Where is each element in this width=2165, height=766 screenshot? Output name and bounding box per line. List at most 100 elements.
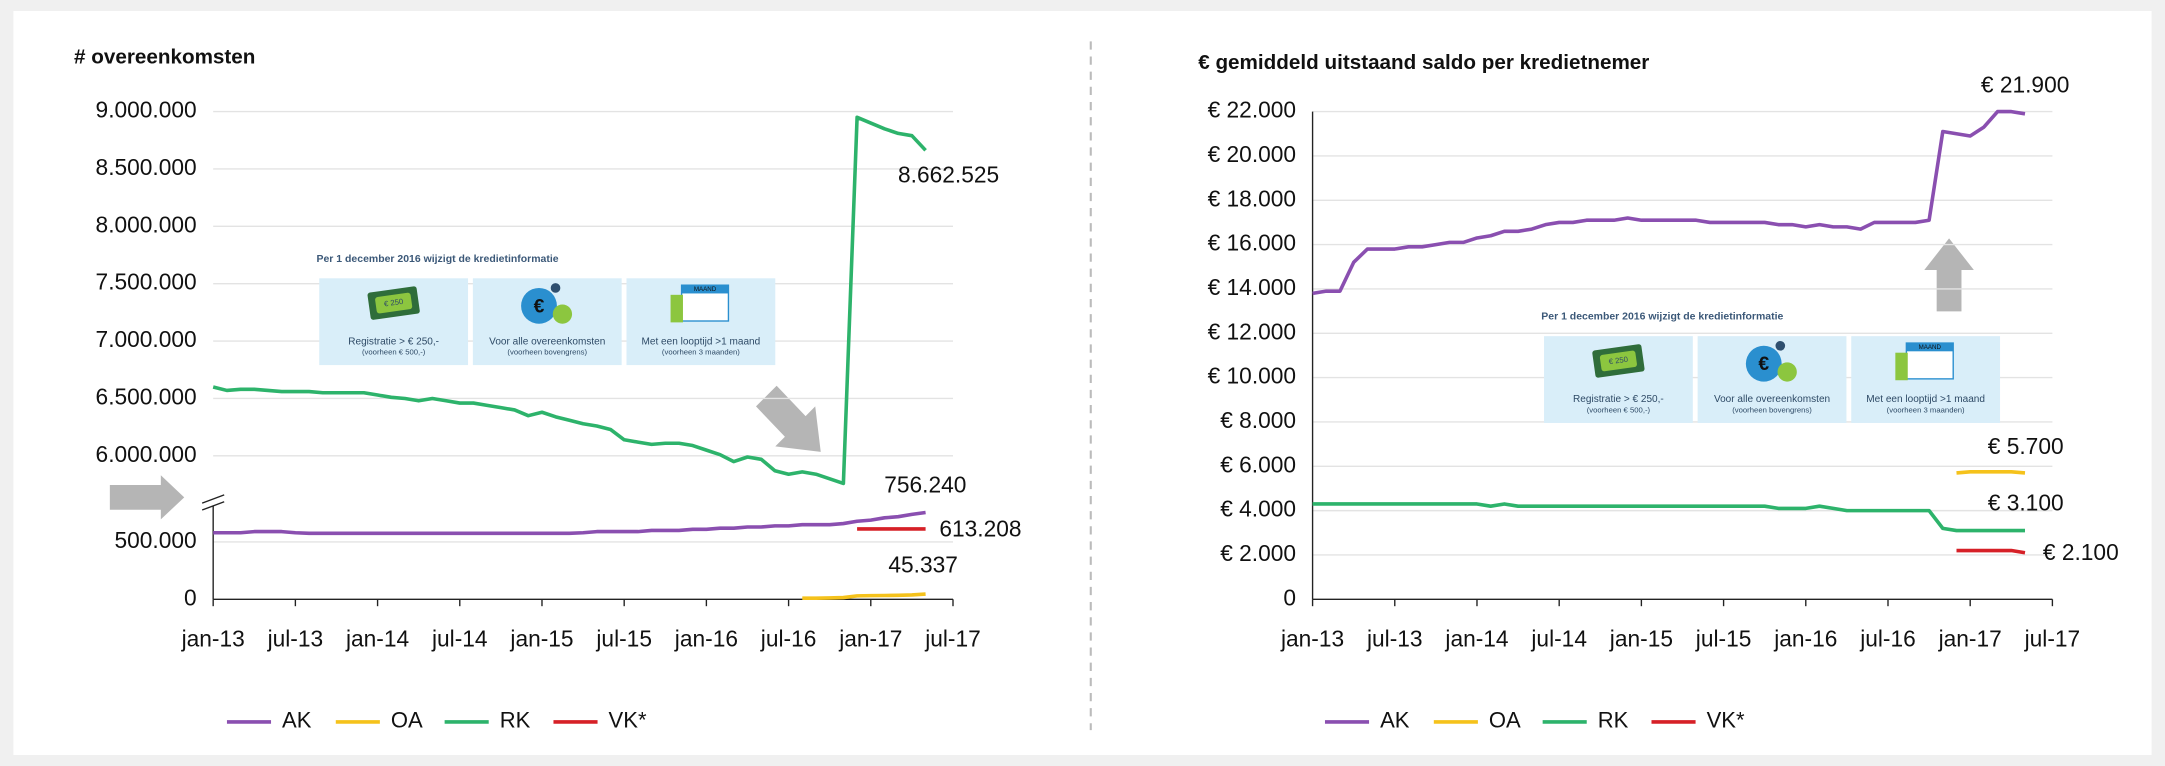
value-label: € 2.100 xyxy=(2043,539,2119,565)
legend-label: OA xyxy=(391,708,423,733)
series-line xyxy=(212,115,927,486)
y-tick-label: € 14.000 xyxy=(1208,274,1296,300)
bag-icon xyxy=(552,304,573,324)
x-tick-label: jan-15 xyxy=(1609,626,1673,652)
x-tick-label: jul-16 xyxy=(1859,626,1916,652)
card-symbol: € 250 xyxy=(1608,355,1628,367)
x-tick-label: jul-15 xyxy=(1695,626,1752,652)
y-tick-label: 7.500.000 xyxy=(96,269,197,295)
x-tick-label: jul-17 xyxy=(924,626,981,652)
bag-symbol: € xyxy=(534,296,545,317)
series-line xyxy=(1956,470,2026,475)
info-text: Voor alle overeenkomsten xyxy=(489,336,605,347)
info-text: Voor alle overeenkomsten xyxy=(1714,394,1830,405)
x-tick-label: jul-13 xyxy=(267,626,324,652)
value-label: € 3.100 xyxy=(1988,489,2064,515)
bag-icon xyxy=(1777,362,1797,382)
arrow xyxy=(1924,238,1974,312)
info-text: Registratie > € 250,- xyxy=(1573,394,1664,405)
y-tick-label: € 2.000 xyxy=(1220,540,1296,566)
x-tick-label: jan-13 xyxy=(181,626,245,652)
infographic-title: Per 1 december 2016 wijzigt de kredietin… xyxy=(317,254,559,265)
y-tick-label: € 12.000 xyxy=(1208,318,1296,344)
legend-label: RK xyxy=(500,708,531,733)
calendar-icon xyxy=(681,285,729,294)
y-tick-label: € 4.000 xyxy=(1220,496,1296,522)
y-tick-label: € 6.000 xyxy=(1220,451,1296,477)
y-tick-label: 6.500.000 xyxy=(96,383,197,409)
arrow xyxy=(755,385,821,452)
y-tick-label: 8.000.000 xyxy=(96,211,197,237)
info-note: (voorheen bovengrens) xyxy=(507,348,587,357)
info-text: Met een looptijd >1 maand xyxy=(1866,394,1985,405)
infographic: Per 1 december 2016 wijzigt de kredietin… xyxy=(317,254,776,366)
value-label: 45.337 xyxy=(888,552,958,578)
calendar-symbol: MAAND xyxy=(694,286,717,293)
series-line xyxy=(1956,548,2026,555)
x-tick-label: jan-16 xyxy=(1773,626,1837,652)
bag-symbol: € xyxy=(1758,354,1769,375)
bag-icon xyxy=(1775,340,1786,351)
value-label: € 5.700 xyxy=(1988,433,2064,459)
y-tick-label: € 20.000 xyxy=(1208,141,1296,167)
bag-icon xyxy=(1745,345,1782,382)
info-note: (voorheen € 500,-) xyxy=(362,348,426,357)
calendar-icon xyxy=(1895,352,1908,381)
series-line xyxy=(802,592,926,600)
x-tick-label: jan-13 xyxy=(1280,626,1344,652)
info-note: (voorheen 3 maanden) xyxy=(662,348,740,357)
y-tick-label: 0 xyxy=(1283,584,1296,610)
x-tick-label: jul-16 xyxy=(760,626,817,652)
y-tick-label: 6.000.000 xyxy=(96,441,197,467)
x-tick-label: jan-17 xyxy=(1938,626,2002,652)
axis-break xyxy=(201,494,225,504)
series-line xyxy=(1312,502,2025,533)
calendar-icon xyxy=(670,294,683,323)
card-icon xyxy=(375,292,413,314)
x-tick-label: jan-16 xyxy=(674,626,738,652)
y-tick-label: € 18.000 xyxy=(1208,185,1296,211)
x-tick-label: jan-14 xyxy=(345,626,409,652)
calendar-symbol: MAAND xyxy=(1919,344,1942,351)
series-line xyxy=(213,510,926,536)
bag-icon xyxy=(550,283,561,293)
bag-icon xyxy=(521,287,557,324)
calendar-icon xyxy=(1906,343,1954,352)
y-tick-label: € 8.000 xyxy=(1220,407,1296,433)
y-tick-label: 9.000.000 xyxy=(96,97,197,123)
y-tick-label: € 22.000 xyxy=(1208,97,1296,123)
legend-label: VK* xyxy=(609,708,647,733)
value-label: 756.240 xyxy=(884,471,966,497)
y-tick-label: 8.500.000 xyxy=(96,154,197,180)
infographic: Per 1 december 2016 wijzigt de kredietin… xyxy=(1541,312,2001,423)
info-note: (voorheen € 500,-) xyxy=(1587,406,1651,415)
x-tick-label: jul-14 xyxy=(1530,626,1587,652)
x-tick-label: jul-17 xyxy=(2024,626,2081,652)
info-note: (voorheen bovengrens) xyxy=(1732,406,1812,415)
x-tick-label: jul-14 xyxy=(431,626,488,652)
chart-title: € gemiddeld uitstaand saldo per kredietn… xyxy=(1198,51,1649,74)
y-tick-label: € 10.000 xyxy=(1208,363,1296,389)
legend-label: OA xyxy=(1489,708,1521,733)
legend-label: VK* xyxy=(1707,708,1745,733)
y-tick-label: € 16.000 xyxy=(1208,230,1296,256)
info-text: Registratie > € 250,- xyxy=(348,336,439,347)
y-tick-label: 500.000 xyxy=(115,527,197,553)
arrow xyxy=(109,475,185,520)
y-tick-label: 0 xyxy=(184,584,197,610)
card-icon xyxy=(1599,350,1637,372)
value-label: 8.662.525 xyxy=(898,161,999,187)
value-label: € 21.900 xyxy=(1981,71,2069,97)
legend-label: AK xyxy=(1380,708,1410,733)
x-tick-label: jul-15 xyxy=(595,626,652,652)
info-note: (voorheen 3 maanden) xyxy=(1887,406,1965,415)
legend-label: RK xyxy=(1598,708,1629,733)
chart-title: # overeenkomsten xyxy=(74,45,255,68)
axis-break xyxy=(201,501,225,511)
info-text: Met een looptijd >1 maand xyxy=(642,336,761,347)
y-tick-label: 7.000.000 xyxy=(96,326,197,352)
card-symbol: € 250 xyxy=(383,297,403,309)
x-tick-label: jul-13 xyxy=(1366,626,1423,652)
series-line xyxy=(1312,109,2026,296)
